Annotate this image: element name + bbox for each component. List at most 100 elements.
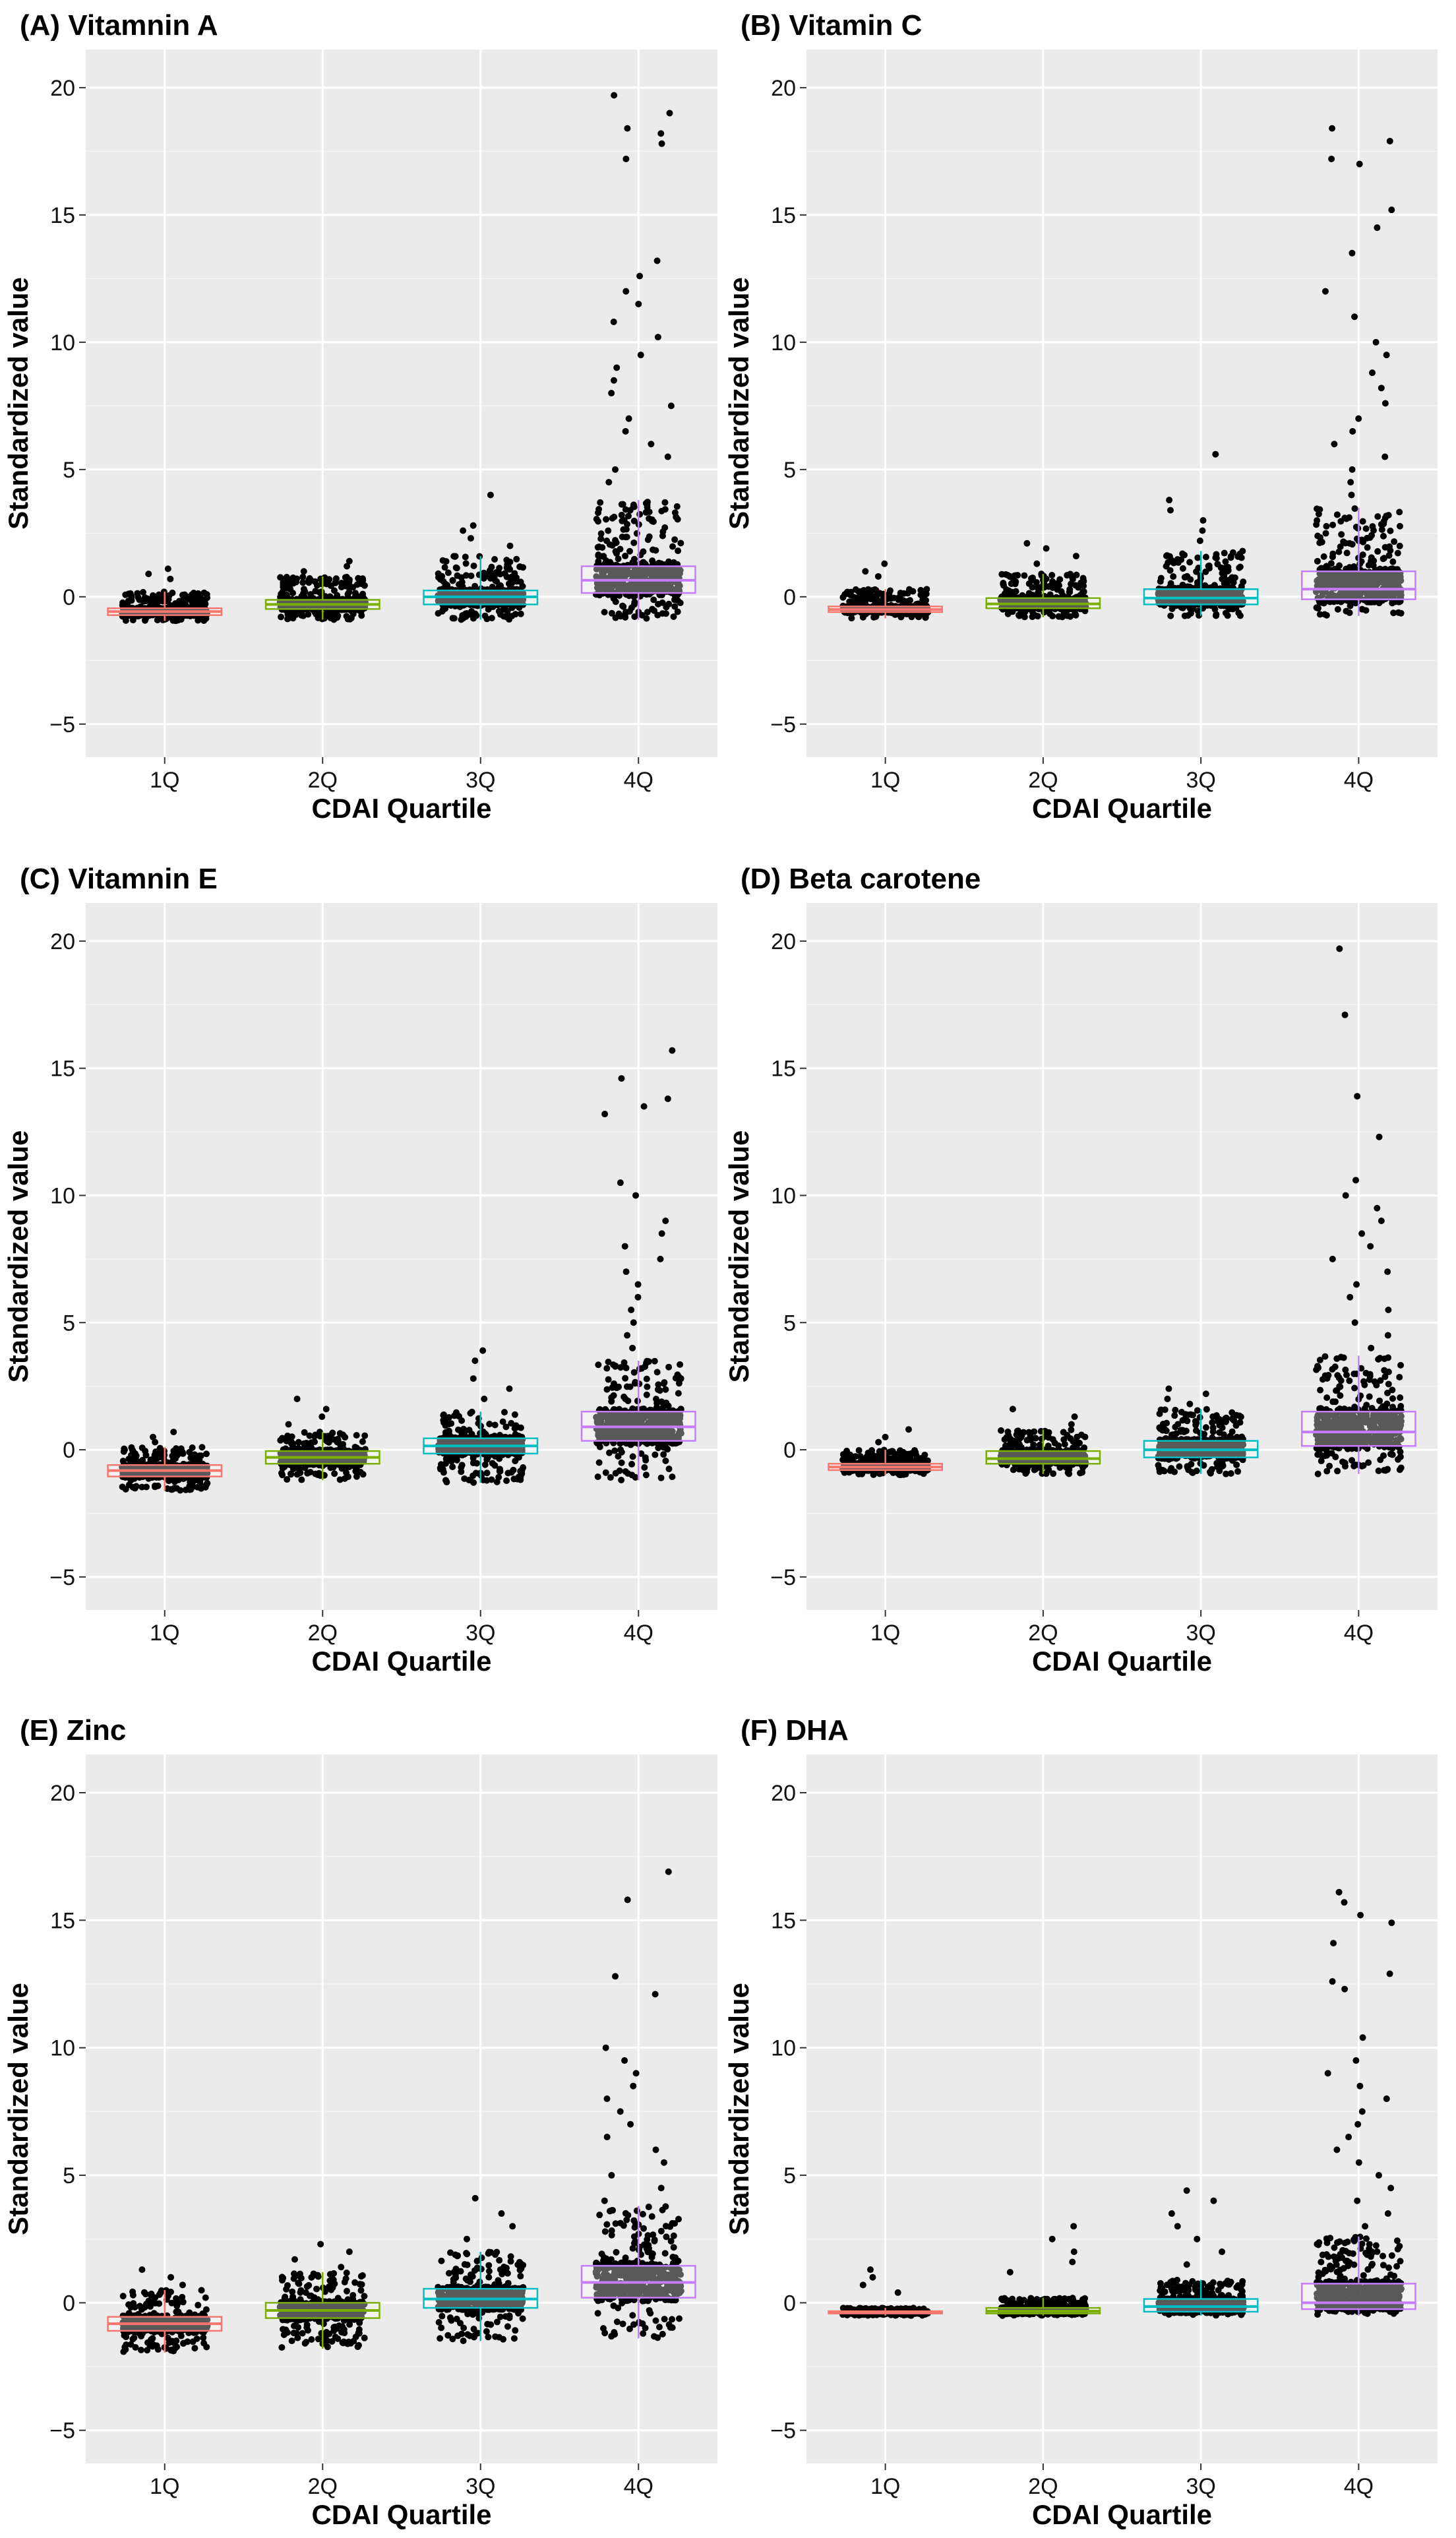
jitter-point: [1313, 604, 1320, 611]
y-tick-label: 20: [50, 76, 75, 101]
jitter-point: [630, 601, 638, 608]
jitter-point: [1170, 573, 1177, 580]
jitter-point: [595, 505, 603, 512]
jitter-point: [597, 535, 605, 542]
jitter-point: [1334, 605, 1341, 613]
jitter-point: [154, 598, 162, 605]
jitter-point: [918, 590, 925, 597]
jitter-point: [1194, 554, 1201, 561]
jitter-point: [1320, 553, 1327, 560]
jitter-point: [611, 513, 618, 520]
jitter-point: [1346, 540, 1353, 547]
jitter-point: [359, 576, 367, 584]
outlier-point: [636, 272, 644, 280]
jitter-point: [923, 597, 930, 604]
jitter-point: [1380, 532, 1387, 540]
y-axis-title: Standardized value: [723, 277, 754, 530]
jitter-point: [187, 1454, 195, 1462]
jitter-point: [1157, 578, 1164, 585]
jitter-point: [134, 590, 141, 597]
jitter-point: [615, 610, 622, 617]
jitter-point: [164, 598, 171, 605]
jitter-point: [120, 1448, 127, 1455]
outlier-point: [610, 318, 617, 325]
outlier-point: [612, 466, 619, 473]
outlier-point: [1381, 453, 1389, 460]
jitter-point: [595, 518, 602, 525]
outlier-point: [613, 364, 621, 371]
outlier-point: [1329, 125, 1336, 132]
jitter-point: [449, 615, 456, 622]
jitter-point: [670, 613, 677, 620]
x-axis-title: CDAI Quartile: [311, 793, 491, 824]
jitter-point: [1212, 554, 1219, 561]
jitter-point: [1064, 612, 1071, 619]
plot-panel-background: [86, 903, 717, 1610]
jitter-point: [312, 588, 319, 595]
jitter-point: [1000, 580, 1007, 587]
jitter-point: [1027, 575, 1035, 582]
outlier-point: [666, 109, 673, 117]
jitter-point: [1385, 552, 1393, 559]
y-tick-label: 0: [783, 585, 796, 610]
jitter-point: [839, 594, 847, 601]
jitter-point: [652, 547, 659, 554]
jitter-point: [491, 573, 498, 580]
jitter-point: [191, 598, 198, 605]
jitter-point: [1193, 568, 1200, 575]
outlier-point: [1023, 540, 1031, 547]
outlier-point: [664, 453, 671, 460]
jitter-point: [626, 547, 634, 555]
jitter-point: [508, 613, 516, 620]
jitter-point: [1229, 549, 1236, 556]
jitter-point: [441, 564, 448, 571]
jitter-point: [605, 527, 612, 534]
jitter-point: [619, 517, 626, 524]
jitter-point: [359, 1438, 366, 1445]
jitter-point: [342, 579, 349, 586]
jitter-point: [1031, 611, 1039, 619]
jitter-point: [459, 612, 466, 619]
jitter-point: [1045, 583, 1052, 590]
jitter-point: [622, 526, 630, 533]
outlier-point: [167, 575, 174, 582]
jitter-point: [299, 573, 307, 580]
jitter-point: [142, 1483, 150, 1491]
jitter-point: [1079, 574, 1087, 582]
jitter-point: [1225, 577, 1232, 584]
jitter-point: [1394, 549, 1401, 557]
outlier-point: [1386, 137, 1393, 144]
jitter-point: [624, 512, 632, 520]
jitter-point: [133, 1483, 140, 1490]
jitter-point: [1380, 520, 1387, 528]
jitter-point: [622, 552, 629, 559]
jitter-point: [1329, 553, 1336, 561]
jitter-point: [173, 1446, 180, 1453]
jitter-point: [202, 596, 209, 603]
jitter-point: [1048, 572, 1056, 579]
jitter-point: [198, 1444, 206, 1451]
jitter-point: [650, 596, 657, 604]
y-tick-label: −5: [49, 712, 75, 737]
jitter-point: [875, 598, 882, 605]
jitter-point: [622, 534, 629, 541]
jitter-point: [1314, 532, 1321, 540]
jitter-point: [1359, 518, 1366, 525]
outlier-point: [625, 415, 632, 422]
jitter-point: [462, 572, 470, 579]
jitter-point: [471, 611, 478, 619]
jitter-point: [454, 572, 461, 579]
jitter-point: [128, 595, 135, 602]
y-tick-label: 15: [771, 203, 796, 228]
jitter-point: [1222, 558, 1229, 565]
outlier-point: [1381, 400, 1389, 407]
jitter-point: [142, 1452, 150, 1459]
jitter-point: [675, 547, 682, 555]
y-tick-label: −5: [770, 712, 796, 737]
jitter-point: [122, 591, 129, 598]
x-tick-label-4Q: 4Q: [624, 768, 653, 793]
outlier-point: [667, 402, 675, 410]
